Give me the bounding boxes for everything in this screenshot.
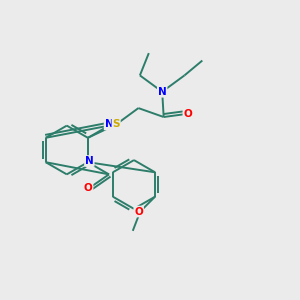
- Text: N: N: [85, 156, 94, 166]
- Text: S: S: [112, 119, 120, 129]
- Text: N: N: [105, 119, 113, 129]
- Text: O: O: [84, 183, 93, 193]
- Text: O: O: [134, 206, 143, 217]
- Text: O: O: [183, 109, 192, 119]
- Text: N: N: [158, 87, 167, 97]
